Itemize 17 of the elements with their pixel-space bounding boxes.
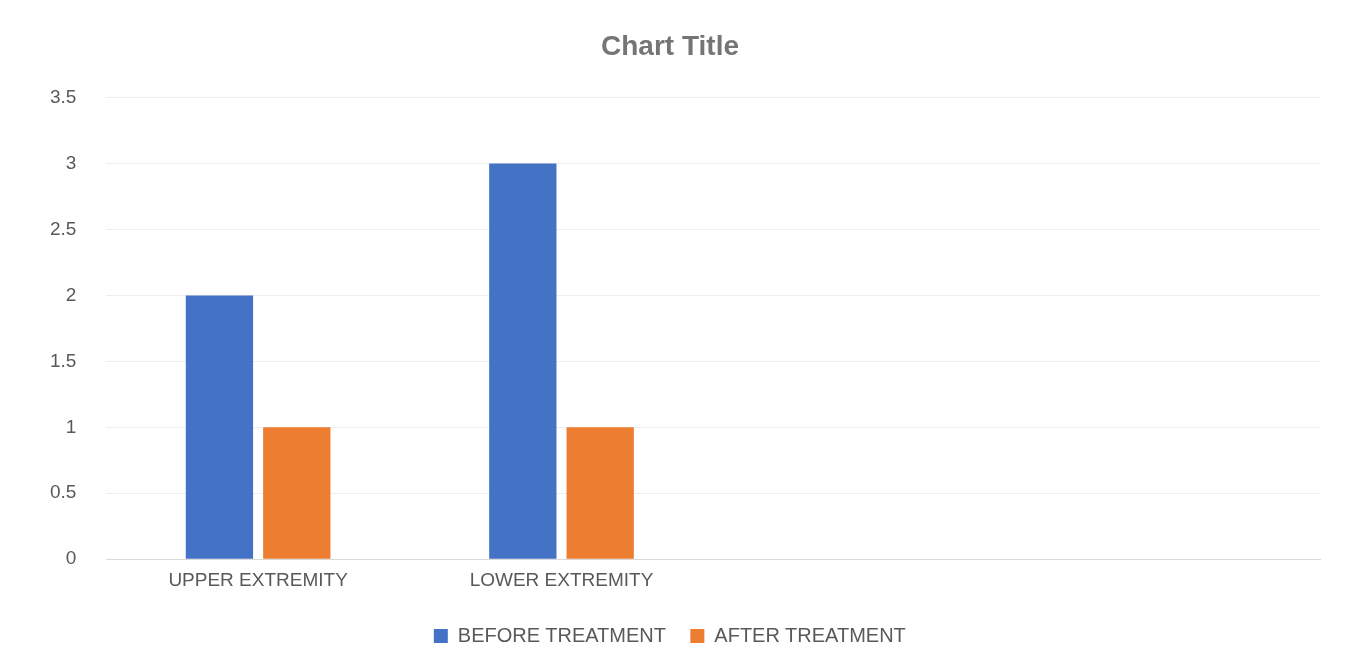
bar [489,163,557,559]
y-tick-label: 0 [65,547,77,569]
chart-title: Chart Title [601,29,739,61]
bar [185,295,254,559]
y-tick-label: 1.5 [49,349,77,371]
y-tick-label: 3.5 [49,85,77,107]
y-tick-label: 2 [65,283,77,305]
y-tick-label: 3 [65,151,77,173]
legend-label: BEFORE TREATMENT [457,623,666,646]
y-tick-label: 1 [65,415,77,437]
x-tick-label: LOWER EXTREMITY [469,568,654,590]
y-tick-label: 0.5 [49,481,77,503]
bar [263,427,331,559]
y-tick-label: 2.5 [49,217,77,239]
legend-label: AFTER TREATMENT [714,623,906,646]
x-tick-label: UPPER EXTREMITY [168,568,349,590]
bar [566,427,634,559]
